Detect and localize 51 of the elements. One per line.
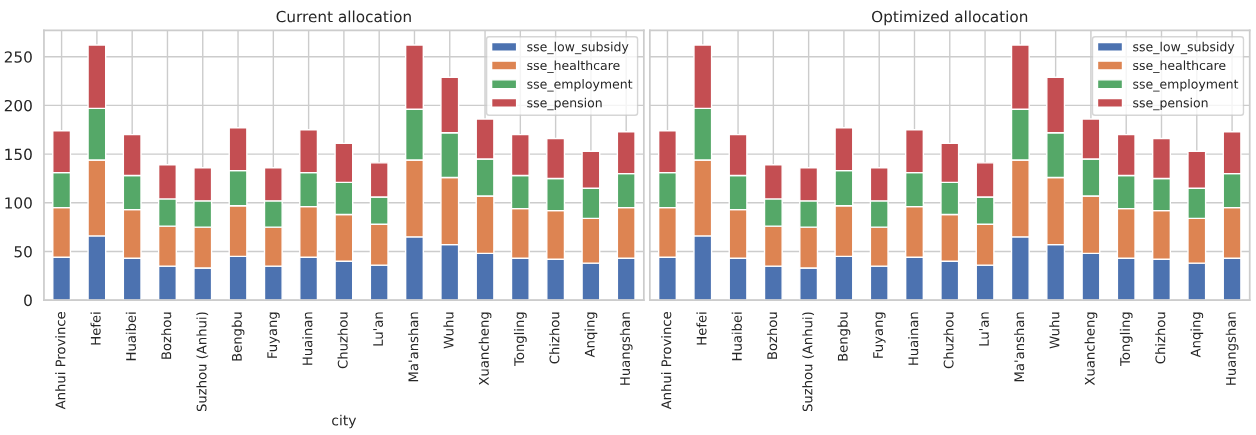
x-tick-label: Bengbu <box>231 312 245 361</box>
legend-label: sse_low_subsidy <box>527 41 629 55</box>
x-tick-label: Ma'anshan <box>408 312 419 382</box>
legend-label: sse_pension <box>1133 97 1208 111</box>
x-tick-label: Chuzhou <box>337 312 348 369</box>
legend-label: sse_healthcare <box>527 60 620 73</box>
x-tick-label: Wuhu <box>443 312 454 349</box>
x-tick-label: Bengbu <box>837 312 851 361</box>
y-tick-label: 200 <box>4 99 32 112</box>
x-tick-label: Wuhu <box>1049 312 1060 349</box>
x-tick-label: Chuzhou <box>943 312 954 369</box>
x-tick-label: Tongling <box>1119 312 1133 366</box>
x-tick-label: Anhui Province <box>55 311 66 410</box>
y-tick-label: 50 <box>14 245 32 258</box>
y-tick-label: 250 <box>4 51 32 63</box>
x-axis-title: city <box>332 414 357 429</box>
x-tick-label: Lu'an <box>373 312 384 346</box>
x-tick-label: Huangshan <box>619 312 633 385</box>
y-tick-label: 0 <box>24 294 32 307</box>
x-tick-label: Xuancheng <box>1084 312 1098 386</box>
x-tick-label: Chizhou <box>1155 312 1166 364</box>
legend-label: sse_employment <box>527 79 633 92</box>
x-tick-label: Anqing <box>1190 312 1204 358</box>
x-tick-label: Suzhou (Anhui) <box>196 312 209 412</box>
x-tick-label: Fuyang <box>873 312 886 358</box>
legend-label: sse_healthcare <box>1133 60 1226 73</box>
legend-label: sse_employment <box>1133 79 1239 92</box>
x-tick-label: Ma'anshan <box>1013 312 1025 382</box>
x-tick-label: Huainan <box>908 312 919 365</box>
chart-title: Current allocation <box>276 10 411 23</box>
x-tick-label: Huaibei <box>125 312 137 361</box>
x-tick-label: Huangshan <box>1225 312 1239 385</box>
x-tick-label: Xuancheng <box>478 312 492 386</box>
x-tick-label: Fuyang <box>267 312 280 358</box>
y-tick-label: 150 <box>5 148 32 161</box>
x-tick-label: Suzhou (Anhui) <box>802 312 815 412</box>
x-tick-label: Anhui Province <box>661 311 672 410</box>
x-tick-label: Tongling <box>513 312 527 366</box>
x-tick-label: Bozhou <box>766 312 778 359</box>
y-tick-label: 100 <box>5 197 32 209</box>
legend-label: sse_low_subsidy <box>1133 41 1235 55</box>
x-tick-label: Chizhou <box>549 312 560 364</box>
x-tick-label: Lu'an <box>979 312 989 346</box>
x-tick-label: Huaibei <box>731 312 742 361</box>
chart-title: Optimized allocation <box>871 10 1028 26</box>
x-tick-label: Anqing <box>584 312 598 358</box>
legend-label: sse_pension <box>527 97 602 111</box>
x-tick-label: Bozhou <box>161 312 172 359</box>
x-tick-label: Hefei <box>696 312 707 345</box>
x-tick-label: Hefei <box>90 312 101 345</box>
x-tick-label: Huainan <box>302 312 313 365</box>
